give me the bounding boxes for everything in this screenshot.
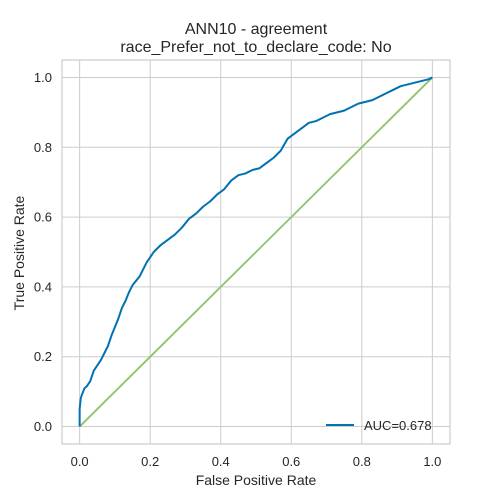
legend-label: AUC=0.678 xyxy=(364,418,432,433)
y-tick-label: 0.6 xyxy=(34,210,52,225)
y-tick-label: 0.2 xyxy=(34,349,52,364)
y-tick-label: 0.8 xyxy=(34,140,52,155)
legend: AUC=0.678 xyxy=(326,418,432,433)
x-tick-label: 1.0 xyxy=(423,454,441,469)
y-axis-label: True Positive Rate xyxy=(11,195,27,310)
chart-title-line2: race_Prefer_not_to_declare_code: No xyxy=(120,39,391,56)
x-tick-label: 0.0 xyxy=(71,454,89,469)
series-layer xyxy=(80,77,433,426)
y-tick-label: 0.0 xyxy=(34,419,52,434)
y-tick-label: 1.0 xyxy=(34,70,52,85)
chart-title-line1: ANN10 - agreement xyxy=(185,21,328,38)
x-tick-label: 0.8 xyxy=(353,454,371,469)
x-axis-label: False Positive Rate xyxy=(196,472,317,488)
x-tick-label: 0.2 xyxy=(141,454,159,469)
y-tick-label: 0.4 xyxy=(34,279,52,294)
chance-diagonal-line xyxy=(80,77,433,426)
x-tick-label: 0.6 xyxy=(282,454,300,469)
x-tick-label: 0.4 xyxy=(212,454,230,469)
